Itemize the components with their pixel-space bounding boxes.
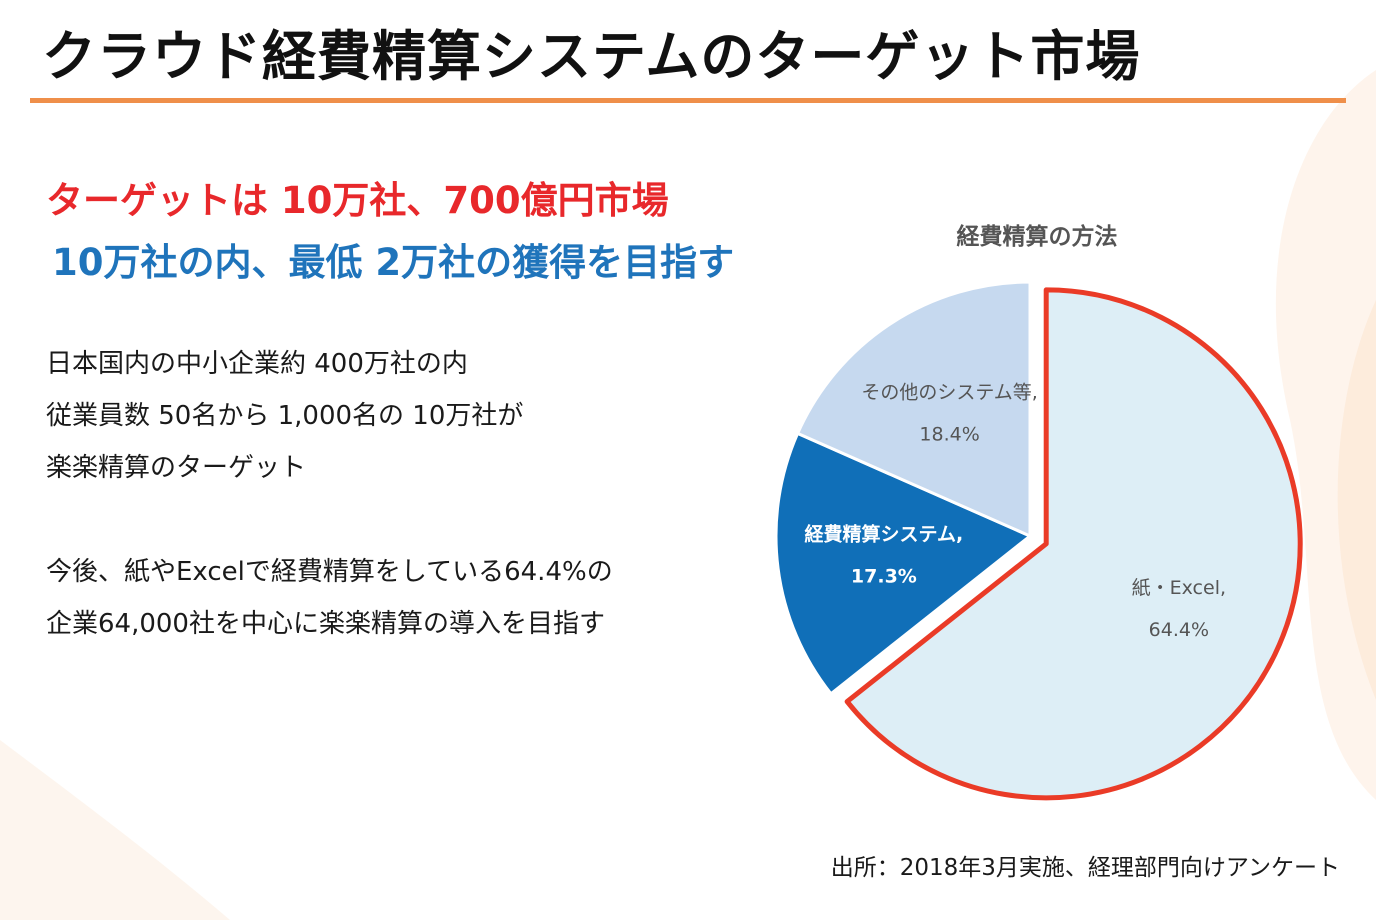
strategy-description-line: 今後、紙やExcelで経費精算をしている64.4%の	[46, 557, 613, 587]
strategy-description-line: 企業64,000社を中心に楽楽精算の導入を目指す	[46, 609, 605, 639]
pie-slice-label: 紙・Excel,	[1132, 577, 1226, 599]
pie-slice-value: 64.4%	[1149, 619, 1209, 641]
pie-slice	[844, 287, 1303, 801]
market-description: 日本国内の中小企業約 400万社の内 従業員数 50名から 1,000名の 10…	[46, 338, 523, 494]
subheadline: 10万社の内、最低 2万社の獲得を目指す	[52, 241, 735, 284]
title-underline	[30, 98, 1346, 103]
market-description-line: 楽楽精算のターゲット	[46, 453, 307, 483]
pie-slice-label: その他のシステム等,	[861, 382, 1037, 404]
source-note: 出所：2018年3月実施、経理部門向けアンケート	[830, 855, 1340, 881]
pie-slice-value: 17.3%	[851, 566, 917, 588]
market-description-line: 従業員数 50名から 1,000名の 10万社が	[46, 401, 524, 431]
pie-slice-label: 経費精算システム,	[805, 523, 964, 546]
headline: ターゲットは 10万社、700億円市場	[46, 179, 669, 222]
market-description-line: 日本国内の中小企業約 400万社の内	[46, 349, 468, 379]
chart-title: 経費精算の方法	[957, 223, 1118, 250]
pie-slice	[774, 431, 1032, 696]
page-title: クラウド経費精算システムのターゲット市場	[42, 25, 1141, 88]
strategy-description: 今後、紙やExcelで経費精算をしている64.4%の 企業64,000社を中心に…	[46, 546, 613, 650]
pie-slice-value: 18.4%	[919, 424, 979, 446]
pie-slice	[796, 280, 1032, 538]
